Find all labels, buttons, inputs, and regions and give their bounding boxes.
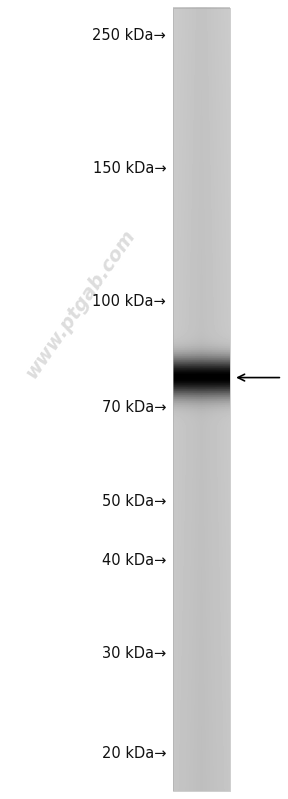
Text: 250 kDa→: 250 kDa→ bbox=[92, 28, 166, 43]
Text: 100 kDa→: 100 kDa→ bbox=[92, 294, 166, 309]
Text: 20 kDa→: 20 kDa→ bbox=[102, 746, 166, 761]
Text: 40 kDa→: 40 kDa→ bbox=[102, 553, 166, 567]
Text: 50 kDa→: 50 kDa→ bbox=[102, 494, 166, 509]
Text: 150 kDa→: 150 kDa→ bbox=[92, 161, 166, 176]
Text: www.ptgab.com: www.ptgab.com bbox=[22, 225, 139, 382]
Text: 70 kDa→: 70 kDa→ bbox=[102, 400, 166, 415]
Bar bbox=[173, 8, 230, 791]
Text: 30 kDa→: 30 kDa→ bbox=[102, 646, 166, 662]
